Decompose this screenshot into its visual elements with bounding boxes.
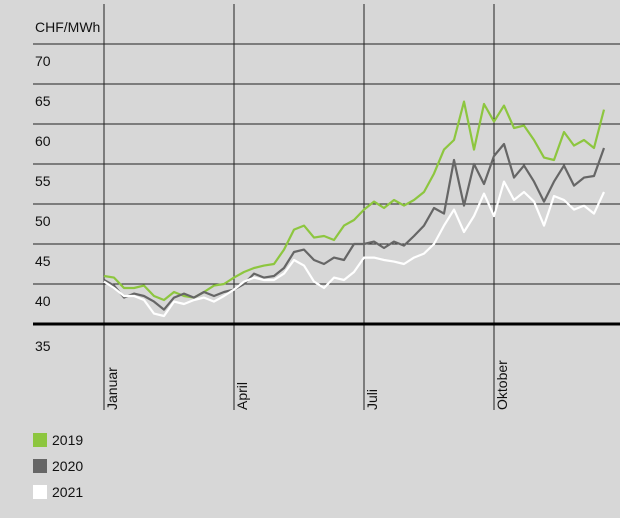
legend-swatch bbox=[33, 485, 47, 499]
x-tick-label: Juli bbox=[364, 389, 380, 410]
y-tick-label: 55 bbox=[35, 173, 51, 189]
series-line bbox=[103, 100, 606, 302]
series-line bbox=[103, 142, 606, 311]
x-tick-label: Oktober bbox=[494, 360, 510, 410]
y-tick-label: 50 bbox=[35, 213, 51, 229]
legend-swatch bbox=[33, 459, 47, 473]
series-line bbox=[103, 180, 605, 318]
legend-swatch bbox=[33, 433, 47, 447]
y-tick-label: 70 bbox=[35, 53, 51, 69]
y-tick-label: 35 bbox=[35, 338, 51, 354]
y-tick-label: 40 bbox=[35, 293, 51, 309]
y-tick-label: 60 bbox=[35, 133, 51, 149]
legend-label: 2019 bbox=[52, 432, 83, 448]
legend-label: 2020 bbox=[52, 458, 83, 474]
legend-label: 2021 bbox=[52, 484, 83, 500]
x-tick-label: Januar bbox=[104, 367, 120, 410]
x-tick-label: April bbox=[234, 382, 250, 410]
y-tick-label: 65 bbox=[35, 93, 51, 109]
y-axis-label: CHF/MWh bbox=[35, 19, 100, 35]
y-tick-label: 45 bbox=[35, 253, 51, 269]
